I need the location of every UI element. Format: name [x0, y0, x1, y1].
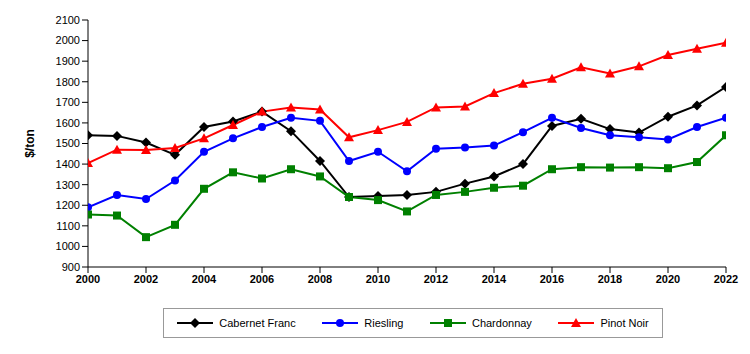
html-text:Cabernet Franc: Cabernet Franc	[219, 317, 296, 329]
svg-text:$/ton: $/ton	[23, 129, 37, 158]
html-text:Riesling: Riesling	[364, 317, 404, 329]
svg-text:2018: 2018	[598, 273, 622, 285]
svg-text:2002: 2002	[134, 273, 158, 285]
svg-text:1500: 1500	[56, 137, 80, 149]
svg-text:2012: 2012	[424, 273, 448, 285]
svg-text:2016: 2016	[540, 273, 564, 285]
svg-text:1200: 1200	[56, 199, 80, 211]
svg-text:2006: 2006	[250, 273, 274, 285]
svg-text:1900: 1900	[56, 55, 80, 67]
svg-text:2010: 2010	[366, 273, 390, 285]
svg-text:1100: 1100	[56, 220, 80, 232]
svg-text:2004: 2004	[192, 273, 217, 285]
svg-text:2022: 2022	[714, 273, 738, 285]
svg-text:1300: 1300	[56, 179, 80, 191]
svg-text:1700: 1700	[56, 96, 80, 108]
svg-text:2000: 2000	[76, 273, 100, 285]
svg-text:2100: 2100	[56, 14, 80, 26]
svg-text:1400: 1400	[56, 158, 80, 170]
svg-text:1800: 1800	[56, 76, 80, 88]
svg-text:1000: 1000	[56, 240, 80, 252]
svg-text:2008: 2008	[308, 273, 332, 285]
svg-text:2014: 2014	[482, 273, 507, 285]
svg-text:1600: 1600	[56, 117, 80, 129]
svg-text:2000: 2000	[56, 34, 80, 46]
html-text:Chardonnay: Chardonnay	[471, 317, 532, 329]
svg-text:900: 900	[62, 261, 80, 273]
svg-text:2020: 2020	[656, 273, 680, 285]
html-text:Pinot Noir: Pinot Noir	[600, 317, 649, 329]
